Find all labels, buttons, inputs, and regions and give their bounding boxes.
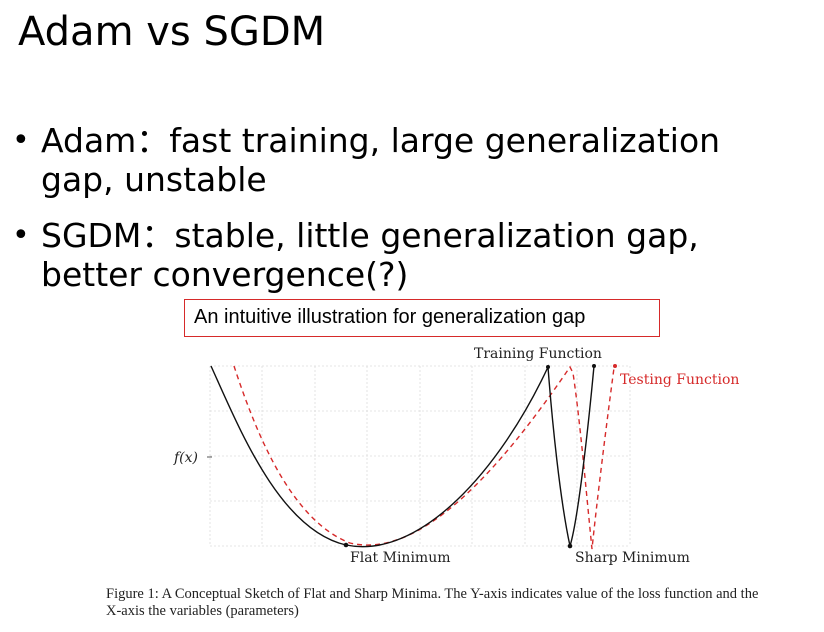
sharp-minimum-point xyxy=(567,543,573,549)
flat-minimum-label: Flat Minimum xyxy=(350,550,451,566)
training-function-label: Training Function xyxy=(474,346,602,362)
grid xyxy=(209,365,631,547)
slide-title: Adam vs SGDM xyxy=(18,9,326,55)
bullet-marker: • xyxy=(12,218,30,253)
sharp-minimum-label: Sharp Minimum xyxy=(575,550,690,566)
training-peak-point xyxy=(546,365,550,369)
bullet-adam: • Adam：fast training, large generalizati… xyxy=(12,121,802,199)
callout-box: An intuitive illustration for generaliza… xyxy=(184,299,660,337)
bullet-sgdm: • SGDM：stable, little generalization gap… xyxy=(12,216,802,294)
testing-function-curve xyxy=(233,365,615,550)
flat-minimum-point xyxy=(343,542,349,548)
figure-caption: Figure 1: A Conceptual Sketch of Flat an… xyxy=(106,586,759,619)
training-function-curve xyxy=(210,364,595,549)
testing-function-label: Testing Function xyxy=(620,372,739,388)
bullet-text: Adam：fast training, large generalization… xyxy=(41,121,721,199)
y-axis-label: f(x) xyxy=(173,450,198,466)
training-end-point xyxy=(592,364,596,368)
testing-end-point xyxy=(613,364,617,368)
bullet-marker: • xyxy=(12,123,30,158)
bullet-text: SGDM：stable, little generalization gap, … xyxy=(41,216,699,294)
